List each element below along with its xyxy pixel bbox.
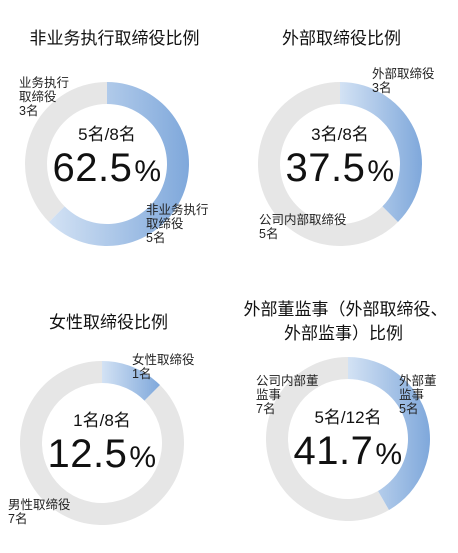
chart-title: 外部取缔役比例	[282, 29, 401, 48]
segment-label-remainder: 公司内部取缔役 5名	[259, 213, 347, 241]
chart-title: 女性取缔役比例	[49, 313, 168, 332]
center-unit: %	[367, 155, 395, 188]
donut-slice-公司内部董监事	[265, 357, 389, 521]
center-percentage: 37.5%	[240, 146, 440, 194]
segment-name: 女性取缔役	[132, 353, 195, 367]
donut-chart	[25, 82, 190, 246]
segment-label-highlight: 外部取缔役 3名	[372, 67, 435, 95]
chart-panel-2: 外部取缔役比例 3名/8名 37.5% 外部取缔役 3名 公司内部取缔役 5名	[229, 0, 458, 276]
chart-panel-3: 女性取缔役比例 1名/8名 12.5% 女性取缔役 1名 男性取缔役 7名	[0, 276, 229, 553]
chart-panel-4: 外部董监事（外部取缔役、 外部监事）比例 5名/12名 41.7% 外部董 监事…	[229, 276, 458, 553]
segment-count: 7名	[256, 402, 276, 416]
segment-label-highlight: 外部董 监事 5名	[399, 374, 437, 416]
segment-name: 男性取缔役	[8, 498, 71, 512]
segment-count: 5名	[146, 231, 166, 245]
center-percentage: 12.5%	[2, 432, 202, 480]
segment-count: 1名	[132, 367, 152, 381]
segment-name: 公司内部取缔役	[259, 213, 347, 227]
center-value: 12.5	[47, 432, 128, 476]
segment-name: 非业务执行 取缔役	[146, 203, 209, 231]
center-count: 5名/12名	[314, 408, 382, 427]
segment-label-remainder: 男性取缔役 7名	[8, 498, 71, 526]
segment-count: 3名	[19, 104, 39, 118]
donut-chart	[257, 82, 422, 247]
center-unit: %	[134, 155, 162, 188]
chart-panel-1: 非业务执行取缔役比例 5名/8名 62.5% 业务执行 取缔役 3名 非业务执行 …	[0, 0, 229, 276]
center-unit: %	[129, 441, 157, 474]
center-count: 1名/8名	[73, 411, 131, 430]
center-value: 62.5	[52, 146, 133, 190]
segment-count: 5名	[259, 227, 279, 241]
segment-name: 外部董 监事	[399, 374, 437, 402]
segment-label-remainder: 业务执行 取缔役 3名	[19, 76, 69, 118]
segment-count: 3名	[372, 81, 392, 95]
segment-count: 7名	[8, 512, 28, 526]
center-count: 5名/8名	[78, 125, 136, 144]
donut-slice-外部取缔役	[340, 82, 422, 222]
segment-name: 公司内部董 监事	[256, 374, 319, 402]
center-percentage: 41.7%	[248, 429, 448, 477]
donut-slice-业务执行取缔役	[25, 82, 107, 222]
chart-title: 非业务执行取缔役比例	[29, 29, 200, 48]
chart-title-line-2: 外部监事）比例	[284, 324, 403, 343]
segment-count: 5名	[399, 402, 419, 416]
segment-label-remainder: 公司内部董 监事 7名	[256, 374, 319, 416]
center-value: 37.5	[285, 146, 366, 190]
donut-slice-外部董监事	[348, 357, 430, 511]
segment-label-highlight: 女性取缔役 1名	[132, 353, 195, 381]
donut-chart	[265, 357, 430, 521]
center-percentage: 62.5%	[7, 146, 207, 194]
donut-slice-女性取缔役	[102, 361, 160, 401]
segment-name: 业务执行 取缔役	[19, 76, 70, 104]
chart-title-line-1: 外部董监事（外部取缔役、	[243, 300, 448, 319]
center-count: 3名/8名	[311, 125, 369, 144]
segment-label-highlight: 非业务执行 取缔役 5名	[146, 203, 209, 245]
donut-slice-非业务执行取缔役	[49, 82, 190, 246]
center-value: 41.7	[293, 429, 374, 473]
center-unit: %	[375, 438, 403, 471]
donut-slice-公司内部取缔役	[257, 82, 398, 247]
segment-name: 外部取缔役	[372, 67, 435, 81]
donut-chart	[19, 361, 184, 525]
